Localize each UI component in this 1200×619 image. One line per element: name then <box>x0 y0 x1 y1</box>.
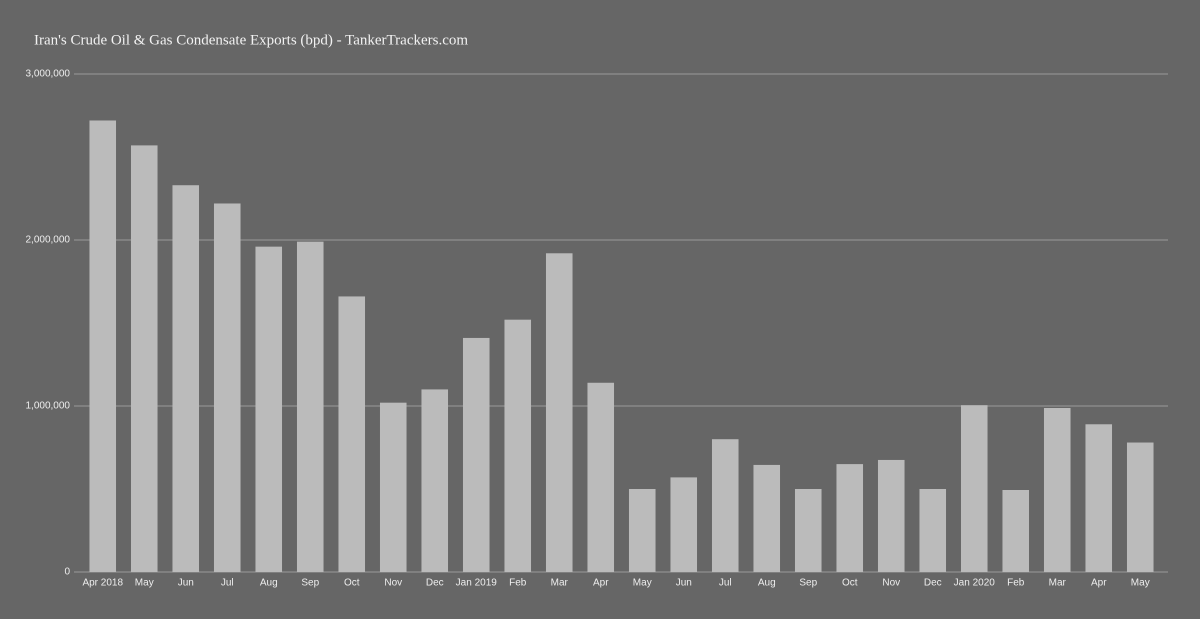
bar <box>89 120 117 572</box>
bar <box>628 489 656 572</box>
bar <box>1126 442 1154 572</box>
bar <box>877 459 905 572</box>
x-tick-label: May <box>633 578 652 589</box>
x-tick-label: Mar <box>551 578 569 589</box>
x-tick-label: Oct <box>344 578 360 589</box>
x-tick-label: Dec <box>924 578 942 589</box>
x-tick-label: Apr 2018 <box>82 578 123 589</box>
bar <box>462 337 490 572</box>
x-tick-label: Apr <box>1091 578 1107 589</box>
bar <box>545 253 573 572</box>
bar <box>960 405 988 572</box>
bar <box>1043 407 1071 572</box>
bar <box>213 203 241 573</box>
x-tick-label: Aug <box>260 578 278 589</box>
x-tick-label: May <box>135 578 154 589</box>
x-tick-label: Feb <box>509 578 527 589</box>
x-tick-label: Jul <box>719 578 732 589</box>
bar <box>296 241 324 572</box>
x-tick-label: Nov <box>384 578 402 589</box>
y-tick-label: 3,000,000 <box>26 69 71 80</box>
x-tick-label: Jun <box>676 578 692 589</box>
x-tick-label: Dec <box>426 578 444 589</box>
x-tick-label: Aug <box>758 578 776 589</box>
bar <box>1002 489 1030 572</box>
bar <box>836 464 864 572</box>
bar <box>130 145 158 572</box>
y-tick-label: 0 <box>64 567 70 578</box>
y-tick-label: 1,000,000 <box>26 401 71 412</box>
chart-title: Iran's Crude Oil & Gas Condensate Export… <box>34 32 468 48</box>
bar <box>172 185 200 572</box>
bar <box>255 246 283 572</box>
x-tick-label: Feb <box>1007 578 1025 589</box>
x-tick-label: May <box>1131 578 1150 589</box>
bar <box>711 439 739 572</box>
bar <box>504 319 532 572</box>
bar <box>338 296 366 572</box>
x-tick-label: Jul <box>221 578 234 589</box>
x-tick-label: Oct <box>842 578 858 589</box>
bar <box>753 464 781 572</box>
x-tick-label: Apr <box>593 578 609 589</box>
bar <box>794 489 822 572</box>
x-tick-label: Jun <box>178 578 194 589</box>
bar <box>421 389 449 572</box>
bar <box>1085 424 1113 572</box>
x-tick-label: Jan 2020 <box>954 578 996 589</box>
y-tick-label: 2,000,000 <box>26 235 71 246</box>
x-tick-label: Nov <box>882 578 900 589</box>
x-tick-label: Jan 2019 <box>456 578 498 589</box>
bar <box>379 402 407 572</box>
x-tick-label: Sep <box>799 578 817 589</box>
bar <box>587 382 615 572</box>
x-tick-label: Sep <box>301 578 319 589</box>
x-tick-label: Mar <box>1049 578 1067 589</box>
bar <box>670 477 698 572</box>
bar <box>919 489 947 572</box>
